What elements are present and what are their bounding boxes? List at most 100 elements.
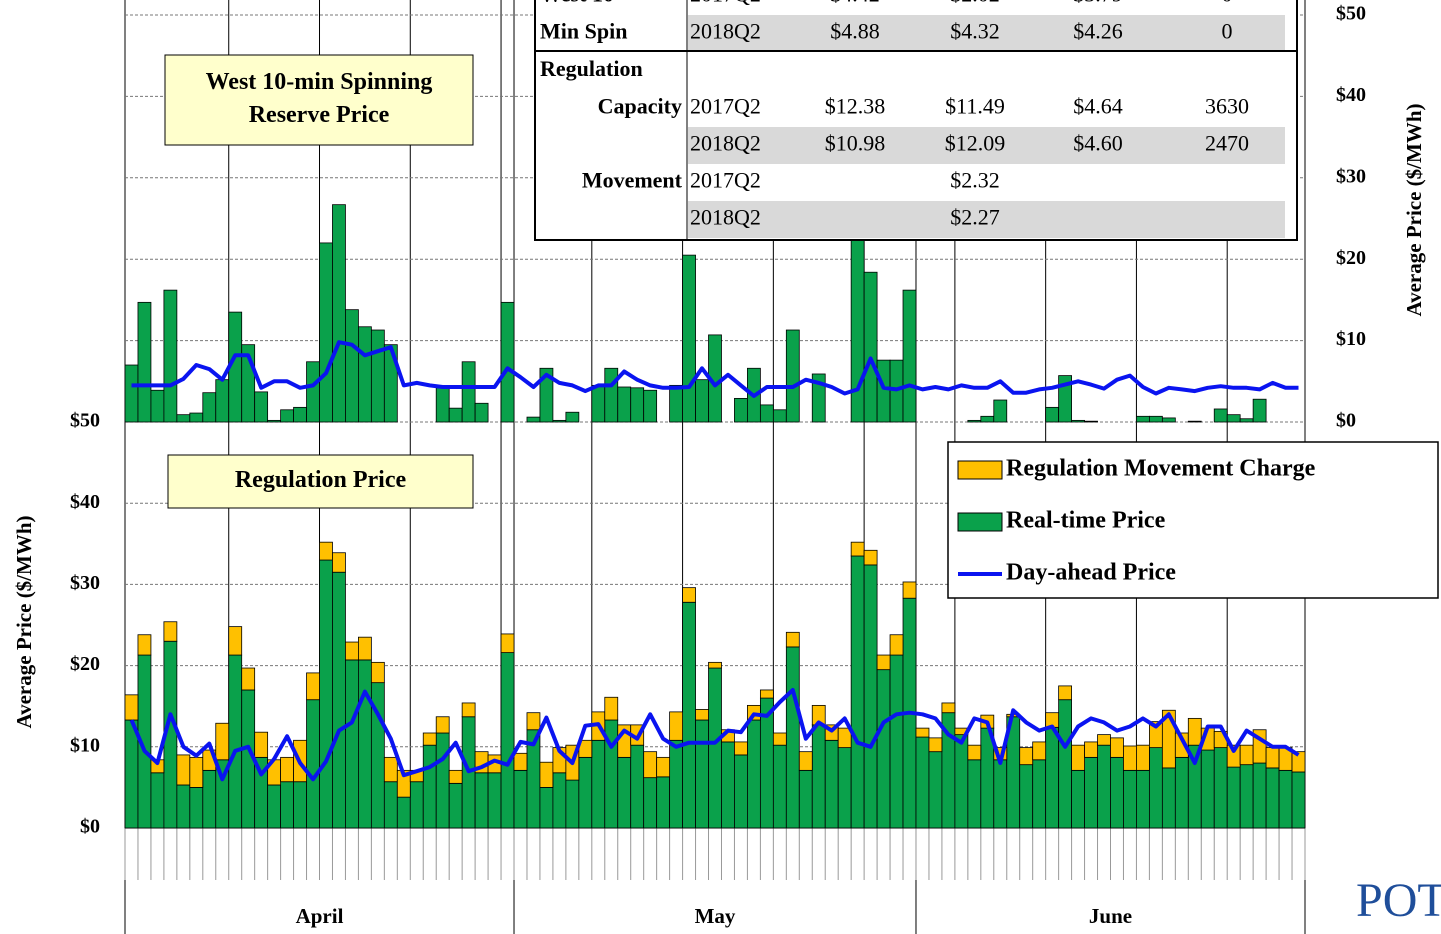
- bar: [772, 744, 787, 829]
- bar: [552, 419, 567, 423]
- bar: [734, 754, 748, 829]
- bar: [863, 564, 878, 829]
- row-label: Capacity: [598, 94, 682, 119]
- bar: [435, 716, 450, 734]
- bar: [643, 751, 658, 779]
- bar: [941, 702, 956, 714]
- bar: [915, 736, 930, 829]
- bar: [669, 739, 683, 829]
- bar: [682, 254, 696, 423]
- bar: [1136, 769, 1150, 829]
- y-tick-label: $40: [70, 491, 100, 513]
- table-cell: $3.79: [1073, 0, 1123, 7]
- bar: [1019, 747, 1034, 766]
- bar: [967, 744, 982, 761]
- bar: [189, 412, 204, 423]
- bar: [1239, 418, 1254, 423]
- bar: [500, 301, 515, 423]
- y-tick-label: $0: [80, 816, 100, 838]
- bar: [759, 689, 774, 699]
- bar: [306, 699, 320, 829]
- bar: [124, 364, 139, 423]
- bar: [345, 641, 359, 661]
- bar: [267, 419, 282, 423]
- bar: [682, 601, 696, 829]
- bar: [383, 781, 398, 829]
- bar: [1161, 767, 1176, 829]
- bar: [1148, 415, 1163, 423]
- table-cell: $4.64: [1073, 94, 1123, 119]
- marks-layer: [124, 204, 1306, 829]
- bar: [228, 626, 243, 656]
- table-cell: $4.60: [1073, 131, 1123, 156]
- bar: [435, 387, 450, 423]
- month-label: June: [1089, 904, 1132, 928]
- bar: [1058, 685, 1072, 701]
- bar: [319, 541, 333, 561]
- bar: [383, 756, 398, 783]
- title-box: [167, 454, 474, 509]
- y-axis-label: Average Price ($/MWh): [12, 515, 36, 728]
- bar: [448, 407, 463, 423]
- bar: [643, 389, 658, 423]
- bar: [1058, 699, 1072, 829]
- bar: [306, 672, 320, 701]
- bar: [1136, 744, 1150, 771]
- bar: [708, 667, 722, 829]
- table-cell: $10.98: [825, 131, 886, 156]
- bar: [785, 646, 800, 829]
- row-label: Movement: [582, 168, 683, 193]
- y2-tick-label: $10: [1336, 328, 1366, 350]
- bar: [332, 571, 346, 829]
- bar: [448, 769, 463, 784]
- y-tick-label: $30: [70, 572, 100, 594]
- chart-title: West 10-min Spinning: [206, 69, 433, 95]
- bar: [1084, 741, 1098, 758]
- table-cell: $4.88: [830, 19, 880, 44]
- bar: [915, 727, 930, 738]
- bar: [863, 549, 878, 566]
- bar: [124, 719, 139, 829]
- bar: [734, 741, 748, 756]
- bar: [422, 744, 437, 829]
- row-period: 2017Q2: [690, 94, 761, 119]
- bar: [889, 634, 904, 656]
- bar: [1084, 420, 1098, 423]
- bar: [370, 329, 385, 423]
- bar: [1123, 769, 1137, 829]
- bar: [785, 329, 800, 423]
- bar: [137, 301, 152, 423]
- bar: [1213, 747, 1228, 829]
- bar: [1123, 745, 1137, 771]
- bar: [189, 756, 204, 788]
- bar: [1239, 764, 1254, 829]
- bar: [876, 669, 891, 829]
- bar: [1148, 747, 1163, 829]
- table-cell: 3630: [1205, 94, 1249, 119]
- bar: [448, 782, 463, 829]
- table-shade: [688, 127, 1285, 164]
- bar: [682, 587, 696, 603]
- table-cell: 2470: [1205, 131, 1249, 156]
- y2-axis-label: Average Price ($/MWh): [1402, 103, 1426, 316]
- bar: [695, 379, 709, 423]
- bar: [902, 581, 917, 599]
- bar: [669, 711, 683, 741]
- bar: [461, 702, 476, 718]
- bar: [332, 204, 346, 423]
- bar: [1174, 756, 1189, 829]
- y-tick-label: $50: [70, 410, 100, 432]
- bar: [1291, 751, 1306, 773]
- bar: [539, 761, 554, 788]
- bar: [215, 379, 230, 423]
- row-period: 2017Q2: [690, 168, 761, 193]
- table-cell: $12.09: [945, 131, 1006, 156]
- bar: [1045, 726, 1060, 829]
- bar: [850, 541, 865, 557]
- bar: [721, 741, 735, 829]
- y2-tick-label: $50: [1336, 3, 1366, 25]
- table-cell: $12.38: [825, 94, 886, 119]
- bar: [552, 772, 567, 829]
- bar: [669, 384, 683, 423]
- bar: [734, 397, 748, 423]
